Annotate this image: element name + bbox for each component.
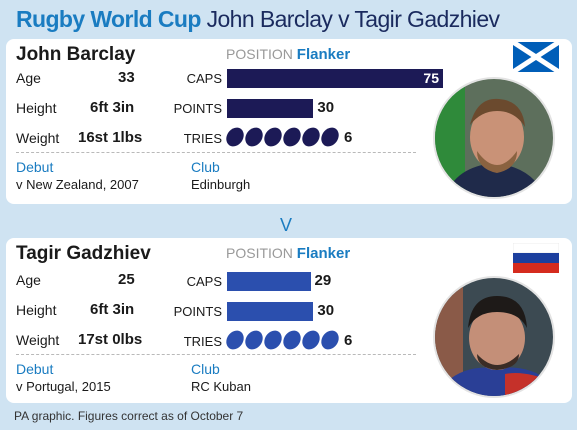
position-label: POSITION	[226, 46, 293, 62]
graphic-title: Rugby World Cup John Barclay v Tagir Gad…	[16, 6, 500, 33]
position-line: POSITION Flanker	[226, 245, 350, 262]
player-card-barclay: John Barclay POSITION Flanker Age 33 Hei…	[6, 39, 572, 204]
points-bar	[227, 302, 314, 321]
footer-note: PA graphic. Figures correct as of Octobe…	[14, 409, 244, 423]
title-bold: Rugby World Cup	[16, 6, 201, 32]
divider	[16, 152, 416, 153]
rugby-ball-icon	[260, 124, 286, 150]
height-label: Height	[16, 100, 57, 116]
debut-label: Debut	[16, 361, 54, 377]
age-value: 33	[118, 69, 135, 86]
tries-label: TRIES	[183, 334, 222, 349]
divider	[16, 354, 416, 355]
rugby-ball-icon	[222, 124, 248, 150]
points-value: 30	[317, 302, 335, 319]
club-value: RC Kuban	[191, 379, 251, 394]
rugby-ball-icon	[298, 327, 324, 353]
title-rest: John Barclay v Tagir Gadzhiev	[206, 6, 500, 32]
rugby-ball-icon	[241, 124, 267, 150]
versus-label: V	[280, 215, 293, 235]
age-label: Age	[16, 70, 41, 86]
age-value: 25	[118, 271, 135, 288]
weight-label: Weight	[16, 332, 60, 348]
tries-balls	[222, 124, 343, 150]
caps-label: CAPS	[186, 274, 222, 289]
position-label: POSITION	[226, 245, 293, 261]
points-bar	[227, 99, 314, 118]
height-label: Height	[16, 302, 57, 318]
caps-value: 29	[314, 272, 332, 289]
caps-bar: 75	[227, 69, 443, 88]
height-value: 6ft 3in	[90, 301, 135, 318]
player-photo	[433, 77, 555, 199]
tries-label: TRIES	[183, 131, 222, 146]
position-value: Flanker	[296, 46, 351, 63]
tries-value: 6	[344, 129, 353, 146]
caps-label: CAPS	[186, 71, 222, 86]
tries-value: 6	[344, 332, 353, 349]
rugby-ball-icon	[260, 327, 286, 353]
debut-label: Debut	[16, 159, 54, 175]
rugby-ball-icon	[222, 327, 248, 353]
debut-value: v Portugal, 2015	[16, 379, 111, 394]
russia-flag-icon	[512, 242, 560, 273]
points-label: POINTS	[173, 101, 222, 116]
weight-value: 16st 1lbs	[78, 129, 143, 146]
tries-balls	[222, 327, 343, 353]
rugby-ball-icon	[279, 327, 305, 353]
player-card-gadzhiev: Tagir Gadzhiev POSITION Flanker Age 25 H…	[6, 238, 572, 403]
weight-label: Weight	[16, 130, 60, 146]
rugby-ball-icon	[317, 327, 343, 353]
weight-value: 17st 0lbs	[78, 331, 143, 348]
rugby-ball-icon	[279, 124, 305, 150]
scotland-flag-icon	[511, 39, 561, 75]
age-label: Age	[16, 272, 41, 288]
position-line: POSITION Flanker	[226, 46, 350, 63]
rugby-ball-icon	[241, 327, 267, 353]
debut-value: v New Zealand, 2007	[16, 177, 139, 192]
club-label: Club	[191, 159, 220, 175]
club-label: Club	[191, 361, 220, 377]
height-value: 6ft 3in	[90, 99, 135, 116]
caps-bar	[227, 272, 311, 291]
rugby-ball-icon	[298, 124, 324, 150]
club-value: Edinburgh	[191, 177, 251, 192]
player-photo	[433, 276, 555, 398]
points-label: POINTS	[173, 304, 222, 319]
player-name: Tagir Gadzhiev	[16, 243, 151, 264]
caps-value: 75	[423, 70, 439, 86]
player-name: John Barclay	[16, 44, 136, 65]
position-value: Flanker	[296, 245, 351, 262]
rugby-ball-icon	[317, 124, 343, 150]
points-value: 30	[317, 99, 335, 116]
